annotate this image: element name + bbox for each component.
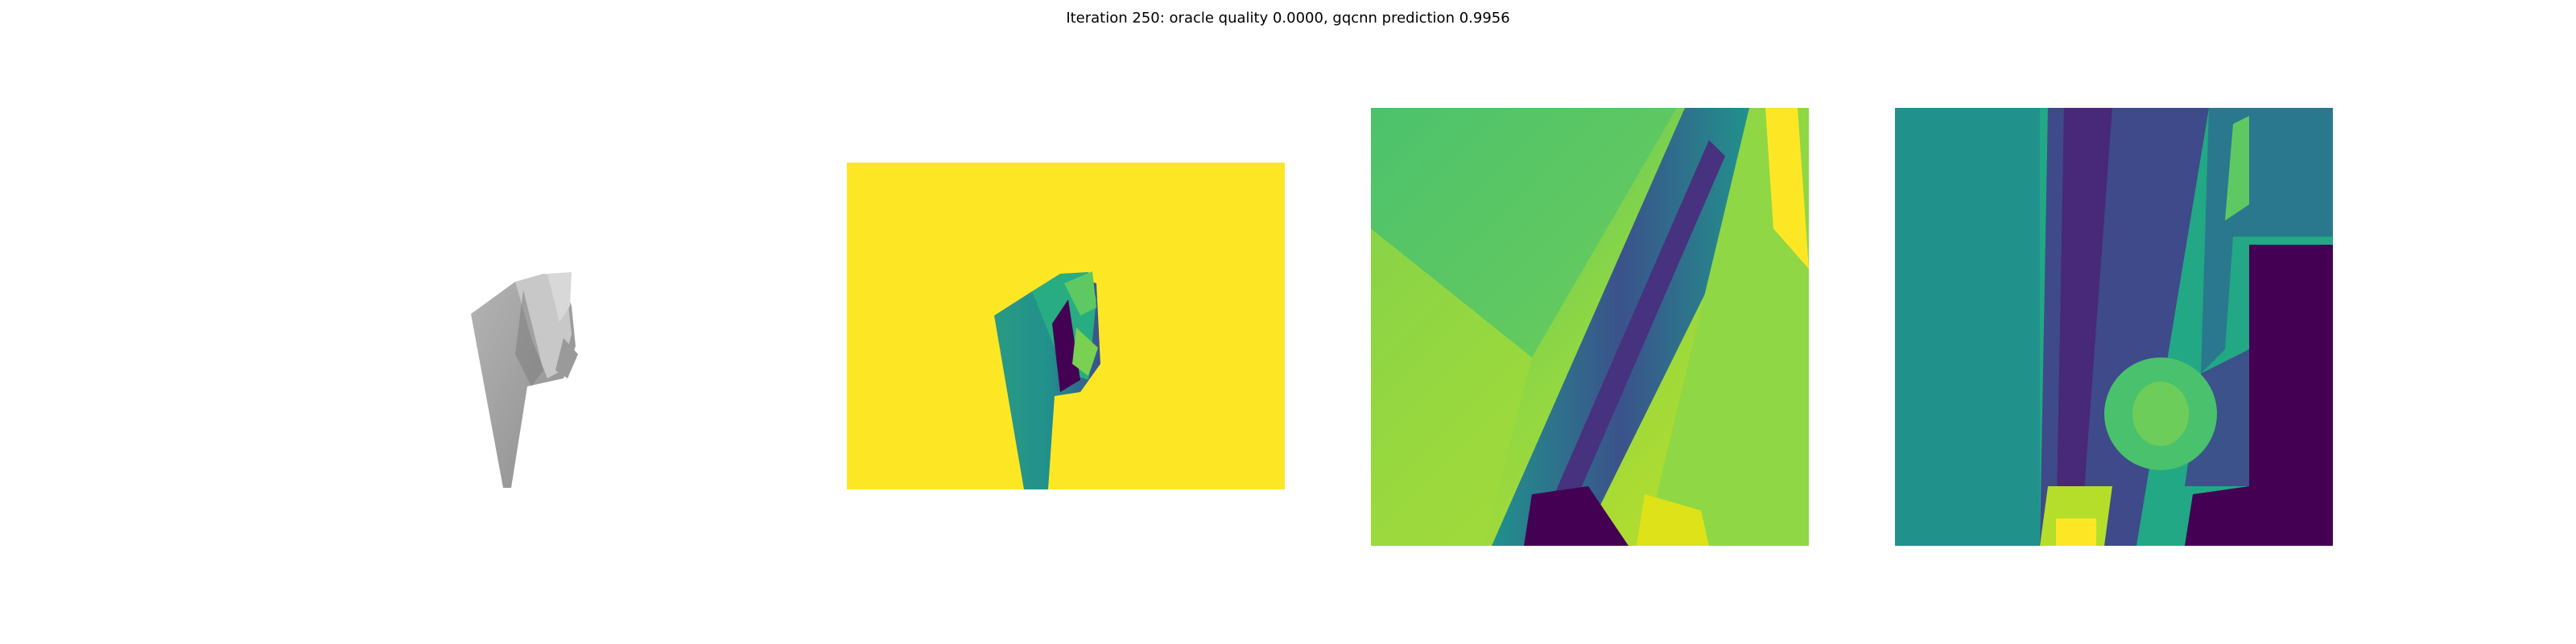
depth-image-panel xyxy=(847,163,1285,489)
rgb-render-panel xyxy=(467,258,596,499)
depth-crop-2-panel xyxy=(1895,108,2333,546)
depth-crop-2 xyxy=(1895,108,2333,546)
depth-crop-1 xyxy=(1371,108,1809,546)
figure-title: Iteration 250: oracle quality 0.0000, gq… xyxy=(1066,10,1510,27)
depth-crop-1-panel xyxy=(1371,108,1809,546)
rgb-render-image xyxy=(471,272,578,488)
depth-image xyxy=(847,163,1285,489)
